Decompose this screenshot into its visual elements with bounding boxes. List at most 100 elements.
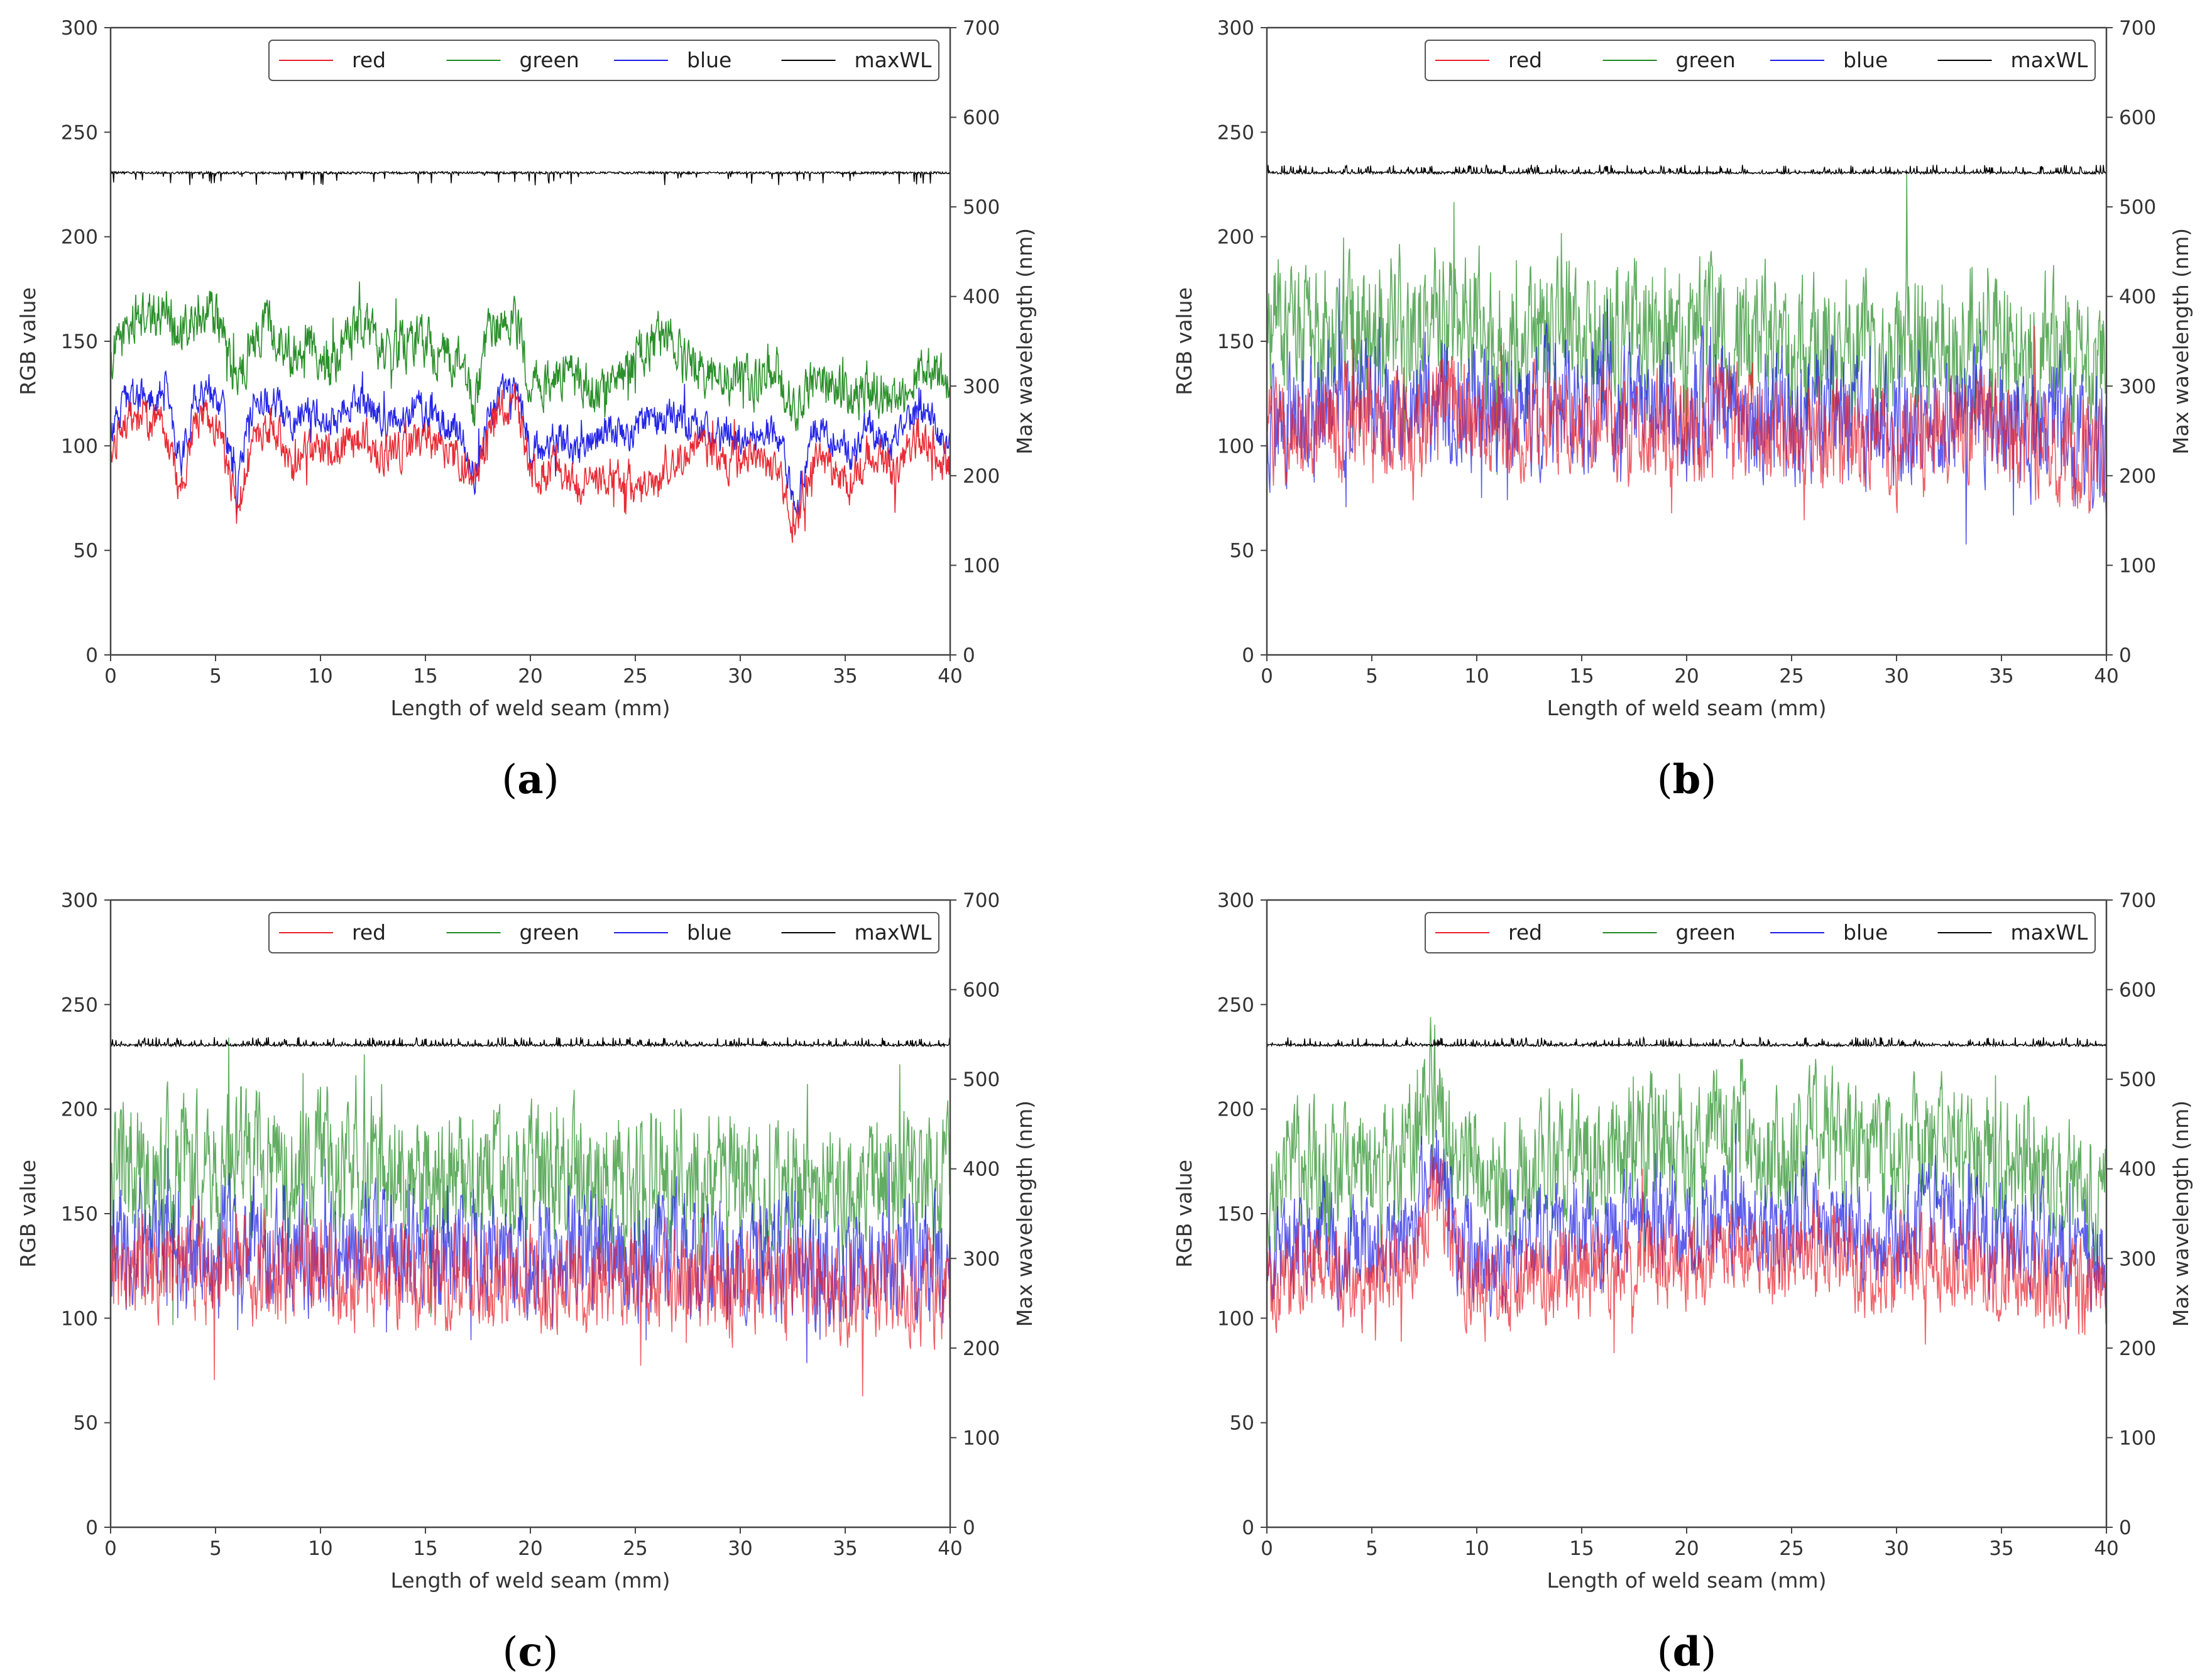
x-tick-label: 15 [1569,1537,1594,1560]
y-right-tick-label: 300 [2119,1248,2156,1270]
y-right-tick-label: 400 [2119,1158,2156,1181]
legend: red green blue maxWL [1425,40,2096,81]
y-axis-label: RGB value [16,1160,40,1268]
x-tick-label: 20 [518,665,542,688]
legend-label-red: red [1508,920,1542,945]
y-right-tick-label: 600 [963,979,1000,1002]
y-right-tick-label: 200 [2119,1337,2156,1360]
y-right-axis-label: Max wavelength (nm) [2169,1101,2193,1327]
legend-label-blue: blue [687,48,731,72]
y-right-tick-label: 700 [2119,889,2156,912]
y-tick-label: 150 [61,1203,98,1226]
y-axis-label: RGB value [1172,1160,1196,1268]
plot-area [1267,1017,2106,1353]
legend-label-red: red [352,48,386,72]
x-tick-label: 20 [518,1537,542,1560]
panel-caption: (b) [1657,756,1717,803]
y-right-tick-label: 300 [963,1248,1000,1270]
x-tick-label: 10 [308,1537,332,1560]
y-tick-label: 300 [1217,17,1254,40]
y-tick-label: 150 [1217,1203,1254,1226]
x-axis-label: Length of weld seam (mm) [391,1568,671,1593]
y-tick-label: 0 [85,1517,98,1539]
x-tick-label: 0 [104,1537,117,1560]
x-tick-label: 30 [728,665,752,688]
series-line-red [1267,326,2106,520]
y-tick-label: 100 [61,1307,98,1330]
legend-box [268,40,939,81]
y-tick-label: 100 [61,435,98,458]
x-tick-label: 25 [623,665,647,688]
y-right-tick-label: 600 [963,107,1000,129]
series-line-blue [111,370,950,515]
x-tick-label: 0 [1261,665,1273,688]
y-tick-label: 200 [1217,1099,1254,1121]
x-tick-label: 30 [728,1537,752,1560]
x-tick-label: 0 [1261,1537,1273,1560]
legend-label-maxWL: maxWL [2011,920,2089,945]
legend-label-green: green [1676,48,1736,72]
panel-d: 0 5 10 15 20 25 30 35 40050100150200250300010020… [1172,889,2193,1676]
series-line-green [1267,1017,2106,1270]
y-right-tick-label: 100 [2119,554,2156,577]
y-tick-label: 150 [1217,331,1254,353]
series-line-maxWL [1267,164,2106,176]
series-line-green [111,281,950,431]
x-tick-label: 20 [1674,665,1699,688]
legend-box [1425,912,2096,953]
panel-c: 0 5 10 15 20 25 30 35 40050100150200250300010020… [16,889,1037,1676]
y-tick-label: 50 [74,540,98,563]
y-tick-label: 250 [1217,994,1254,1016]
x-tick-label: 35 [833,665,857,688]
x-tick-label: 15 [413,665,437,688]
x-tick-label: 40 [2094,665,2118,688]
y-right-axis-label: Max wavelength (nm) [2169,228,2193,454]
y-tick-label: 250 [61,121,98,144]
legend-label-green: green [520,48,579,72]
y-right-axis-label: Max wavelength (nm) [1012,228,1037,454]
y-right-tick-label: 100 [2119,1427,2156,1449]
y-tick-label: 250 [61,994,98,1016]
panel-a: 0 5 10 15 20 25 30 35 40050100150200250300010020… [16,17,1037,803]
y-tick-label: 300 [61,17,98,40]
x-tick-label: 40 [938,665,962,688]
legend-label-maxWL: maxWL [855,920,933,945]
legend-label-blue: blue [1843,920,1888,945]
legend-label-green: green [1676,920,1736,945]
y-tick-label: 200 [1217,226,1254,249]
y-tick-label: 300 [1217,889,1254,912]
y-tick-label: 100 [1217,1307,1254,1330]
y-right-tick-label: 200 [963,465,1000,488]
y-tick-label: 200 [61,1099,98,1121]
x-tick-label: 20 [1674,1537,1699,1560]
x-tick-label: 25 [1779,665,1804,688]
x-tick-label: 30 [1884,665,1908,688]
y-tick-label: 250 [1217,121,1254,144]
panel-b: 0 5 10 15 20 25 30 35 40050100150200250300010020… [1172,17,2193,803]
x-tick-label: 10 [308,665,332,688]
legend: red green blue maxWL [1425,912,2096,953]
y-right-tick-label: 0 [2119,644,2132,667]
x-tick-label: 15 [413,1537,437,1560]
x-axis-label: Length of weld seam (mm) [391,696,671,720]
series-line-red [1267,1150,2106,1353]
series-line-red [111,383,950,543]
y-tick-label: 300 [61,889,98,912]
x-axis-label: Length of weld seam (mm) [1547,1568,1827,1593]
y-right-tick-label: 500 [963,196,1000,219]
y-tick-label: 200 [61,226,98,249]
y-right-tick-label: 0 [963,644,975,667]
y-right-tick-label: 600 [2119,107,2156,129]
y-right-tick-label: 200 [963,1337,1000,1360]
x-tick-label: 35 [1989,1537,2013,1560]
plot-area [111,1036,950,1397]
y-axis-label: RGB value [1172,287,1196,395]
x-tick-label: 40 [2094,1537,2118,1560]
x-tick-label: 10 [1464,1537,1489,1560]
legend-label-blue: blue [687,920,731,945]
x-tick-label: 10 [1464,665,1489,688]
panel-caption: (d) [1657,1628,1717,1676]
legend-label-blue: blue [1843,48,1888,72]
